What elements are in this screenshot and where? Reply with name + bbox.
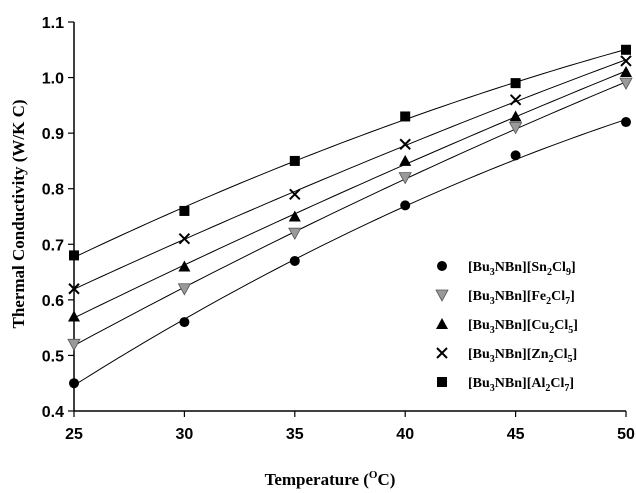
x-axis-label: Temperature (OC) [265,469,396,489]
legend-marker [436,347,448,359]
y-tick-label: 0.7 [42,237,64,254]
legend-label: [Bu3NBn][Sn2Cl9] [468,260,576,278]
legend-label: [Bu3NBn][Al2Cl7] [468,376,574,394]
data-point [510,150,521,161]
data-point [620,66,632,78]
data-point [69,378,79,389]
data-point [68,310,80,322]
data-point [400,111,411,122]
data-point [621,117,631,128]
x-tick-label: 25 [65,426,83,443]
legend-label: [Bu3NBn][Zn2Cl5] [468,347,577,365]
fit-curve [73,59,627,290]
data-point [620,55,632,67]
legend-marker [437,377,447,387]
fit-curves [73,48,627,386]
data-point [179,205,190,216]
axes: 0.4 0.5 0.6 0.7 0.8 0.9 1.0 1.1 25 30 35 40 45 50 [42,15,635,443]
data-point [400,200,411,211]
y-tick-label: 0.5 [42,348,64,365]
fit-curve [73,70,627,319]
data-point [67,338,81,352]
data-point [178,260,191,272]
legend-marker [437,261,447,271]
data-point [177,283,192,296]
legend-label: [Bu3NBn][Fe2Cl7] [468,289,575,307]
data-point [69,250,79,261]
fit-curve [73,81,627,346]
x-tick-label: 45 [507,426,525,443]
data-point [508,122,523,135]
fit-curve [73,48,627,258]
x-tick-label: 40 [396,426,414,443]
legend-marker [435,289,449,302]
data-point [509,94,522,106]
y-tick-label: 0.9 [42,126,64,143]
x-tick-label: 50 [617,426,635,443]
y-tick-label: 0.4 [42,404,64,421]
data-point [289,255,300,266]
y-axis-label: Thermal Conductivity (W/K C) [9,99,28,328]
legend-label: [Bu3NBn][Cu2Cl5] [468,318,578,336]
x-tick-label: 30 [176,426,194,443]
data-point [509,110,522,122]
data-point [178,233,191,245]
data-point [398,172,412,185]
y-tick-label: 1.1 [42,15,64,32]
data-point [288,227,302,241]
fit-curve [73,118,627,386]
y-tick-label: 1.0 [42,71,64,88]
data-point [399,138,411,150]
data-point [68,283,80,295]
legend-marker [436,318,448,329]
data-points [67,44,633,389]
x-tick-label: 35 [286,426,304,443]
data-point [510,78,521,89]
data-point [289,155,300,166]
data-point [289,188,301,200]
data-point [399,154,412,166]
legend: [Bu3NBn][Sn2Cl9] [Bu3NBn][Fe2Cl7] [Bu3NBn]… [435,260,578,394]
y-tick-label: 0.8 [42,182,64,199]
data-point [621,44,631,55]
data-point [288,210,301,222]
data-point [619,77,633,90]
y-tick-label: 0.6 [42,293,64,310]
data-point [179,317,190,328]
